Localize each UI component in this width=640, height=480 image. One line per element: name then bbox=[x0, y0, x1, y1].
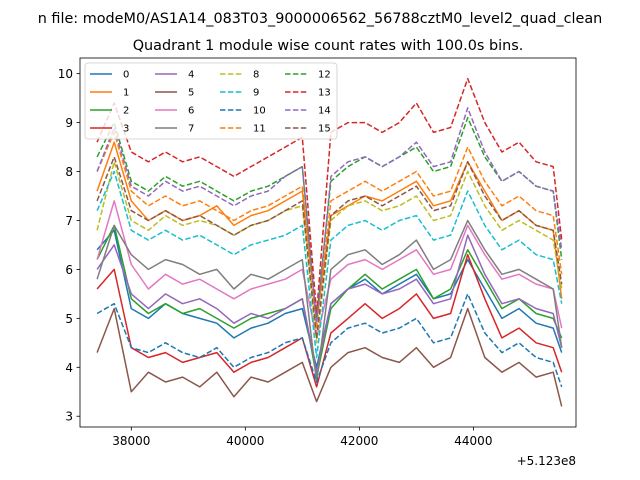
legend-label-11: 11 bbox=[253, 124, 266, 135]
axes-frame bbox=[79, 57, 577, 428]
x-tick-label: 42000 bbox=[340, 434, 378, 448]
y-tick-label: 6 bbox=[65, 263, 73, 277]
legend-label-12: 12 bbox=[318, 70, 331, 81]
y-tick-label: 5 bbox=[65, 312, 73, 326]
legend-label-7: 7 bbox=[188, 124, 194, 135]
y-tick-label: 8 bbox=[65, 165, 73, 179]
legend-box bbox=[84, 62, 338, 140]
legend-label-8: 8 bbox=[253, 70, 259, 81]
x-tick-label: 38000 bbox=[112, 434, 150, 448]
y-tick-label: 3 bbox=[65, 410, 73, 424]
series-line-14 bbox=[96, 107, 563, 324]
x-axis: 38000 40000 42000 44000 bbox=[112, 427, 492, 448]
y-axis: 3 4 5 6 7 8 9 10 bbox=[58, 67, 80, 424]
legend-label-3: 3 bbox=[123, 124, 129, 135]
legend-label-5: 5 bbox=[188, 88, 194, 99]
x-offset-label: +5.123e8 bbox=[517, 454, 576, 468]
series-line-3 bbox=[96, 253, 563, 388]
legend-label-15: 15 bbox=[318, 124, 331, 135]
series-line-7 bbox=[96, 219, 563, 383]
legend-label-1: 1 bbox=[123, 88, 129, 99]
y-tick-label: 9 bbox=[65, 116, 73, 130]
legend-label-13: 13 bbox=[318, 88, 331, 99]
x-tick-label: 44000 bbox=[454, 434, 492, 448]
x-tick-label: 40000 bbox=[226, 434, 264, 448]
series-line-2 bbox=[96, 224, 563, 378]
legend-label-6: 6 bbox=[188, 106, 194, 117]
y-tick-label: 7 bbox=[65, 214, 73, 228]
legend-label-0: 0 bbox=[123, 70, 129, 81]
y-tick-label: 10 bbox=[58, 67, 73, 81]
series-line-11 bbox=[96, 131, 563, 329]
series-line-4 bbox=[96, 234, 563, 373]
series-line-15 bbox=[96, 156, 563, 339]
series-line-9 bbox=[96, 170, 563, 359]
figure-suptitle: n file: modeM0/AS1A14_083T03_9000006562_… bbox=[38, 11, 603, 27]
legend-label-2: 2 bbox=[123, 106, 129, 117]
series-line-0 bbox=[96, 229, 563, 369]
series-line-12 bbox=[96, 116, 563, 320]
legend-label-14: 14 bbox=[318, 106, 331, 117]
series-line-8 bbox=[96, 161, 563, 344]
legend-label-4: 4 bbox=[188, 70, 194, 81]
y-tick-label: 4 bbox=[65, 361, 73, 375]
series-line-6 bbox=[96, 200, 563, 339]
legend-label-9: 9 bbox=[253, 88, 259, 99]
series-line-10 bbox=[96, 293, 563, 388]
series-line-5 bbox=[96, 307, 563, 407]
legend-label-10: 10 bbox=[253, 106, 266, 117]
chart-title: Quadrant 1 module wise count rates with … bbox=[133, 38, 524, 54]
